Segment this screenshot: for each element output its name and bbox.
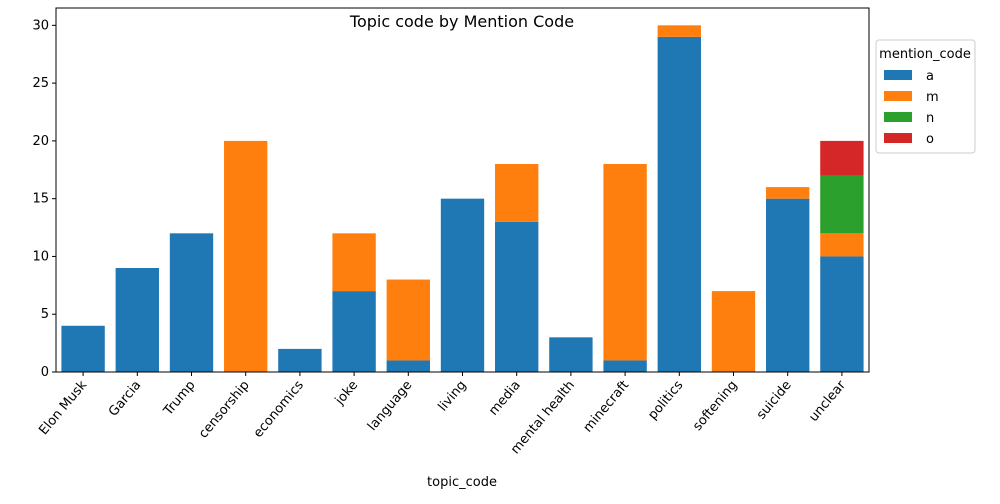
x-tick-label: joke — [332, 378, 361, 409]
x-tick-label: suicide — [754, 378, 795, 423]
x-tick-label: language — [365, 378, 415, 434]
bar-segment — [386, 360, 430, 372]
legend-label: a — [926, 69, 934, 84]
bar-segment — [820, 140, 864, 176]
bar-segment — [115, 268, 159, 372]
bar-segment — [657, 36, 701, 372]
x-tick-label: censorship — [196, 378, 253, 442]
x-axis-label: topic_code — [427, 475, 497, 490]
legend-label: n — [926, 111, 934, 126]
x-tick-label: media — [486, 378, 524, 419]
bar-segment — [549, 337, 593, 372]
y-tick-label: 25 — [32, 76, 49, 91]
legend-swatch — [884, 112, 912, 122]
bar-segment — [440, 198, 485, 372]
bar-segment — [657, 25, 701, 37]
bar-segment — [820, 256, 864, 372]
x-tick-label: softening — [690, 378, 740, 434]
bar-segment — [711, 291, 756, 372]
chart-title: Topic code by Mention Code — [349, 12, 574, 31]
bar-segment — [386, 279, 430, 361]
x-tick-label: Elon Musk — [36, 378, 90, 438]
legend-label: m — [926, 90, 939, 105]
bar-segment — [61, 325, 105, 372]
x-tick-label: politics — [645, 378, 686, 423]
bar-segment — [169, 233, 214, 372]
bar-segment — [766, 198, 810, 372]
bar-segment — [278, 348, 322, 372]
legend-title: mention_code — [879, 47, 971, 62]
legend-swatch — [884, 133, 912, 143]
x-tick-label: Garcia — [106, 378, 144, 420]
x-tick-label: minecraft — [581, 378, 633, 435]
bar-segment — [332, 233, 376, 292]
legend-frame — [875, 39, 976, 154]
y-tick-label: 15 — [32, 192, 49, 207]
bar-segment — [766, 187, 810, 199]
bar-segment — [820, 175, 864, 234]
plot-frame — [55, 7, 870, 373]
y-tick-label: 0 — [41, 365, 49, 380]
bar-segment — [820, 233, 864, 257]
bar-segment — [603, 164, 647, 361]
bar-segment — [332, 291, 376, 372]
x-tick-label: unclear — [806, 377, 849, 424]
bar-segment — [603, 360, 647, 372]
legend-swatch — [884, 70, 912, 80]
x-tick-label: Trump — [160, 378, 198, 419]
bars-group — [61, 25, 864, 372]
legend-swatch — [884, 91, 912, 101]
y-tick-label: 30 — [32, 18, 49, 33]
bar-segment — [224, 140, 268, 372]
y-tick-label: 20 — [32, 134, 49, 149]
x-tick-label: living — [436, 378, 470, 414]
bar-segment — [495, 221, 539, 372]
y-tick-label: 5 — [41, 307, 49, 322]
y-axis: 0 5 10 15 20 25 30 — [32, 18, 56, 380]
legend-label: o — [926, 132, 934, 147]
x-tick-label: economics — [251, 378, 307, 441]
y-tick-label: 10 — [32, 249, 49, 264]
bar-segment — [495, 164, 539, 222]
